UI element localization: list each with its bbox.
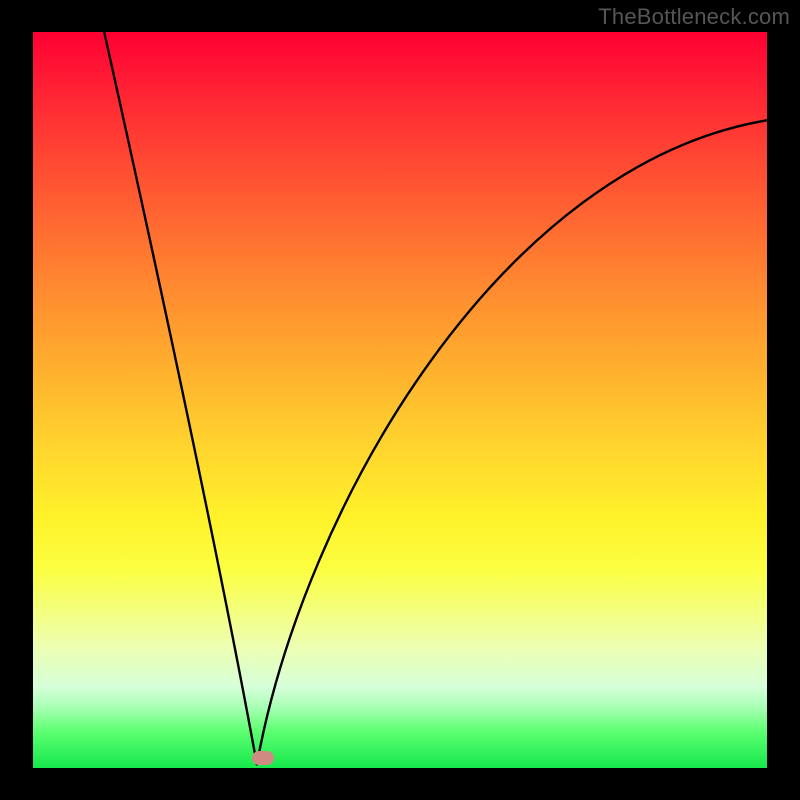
plot-area — [33, 32, 767, 768]
curve-left-branch — [104, 32, 257, 764]
dot-icon — [252, 751, 274, 765]
watermark-text: TheBottleneck.com — [598, 4, 790, 30]
minimum-marker — [252, 751, 274, 765]
chart-canvas: TheBottleneck.com — [0, 0, 800, 800]
curve-right-branch — [257, 120, 767, 764]
curve-layer — [33, 32, 767, 768]
